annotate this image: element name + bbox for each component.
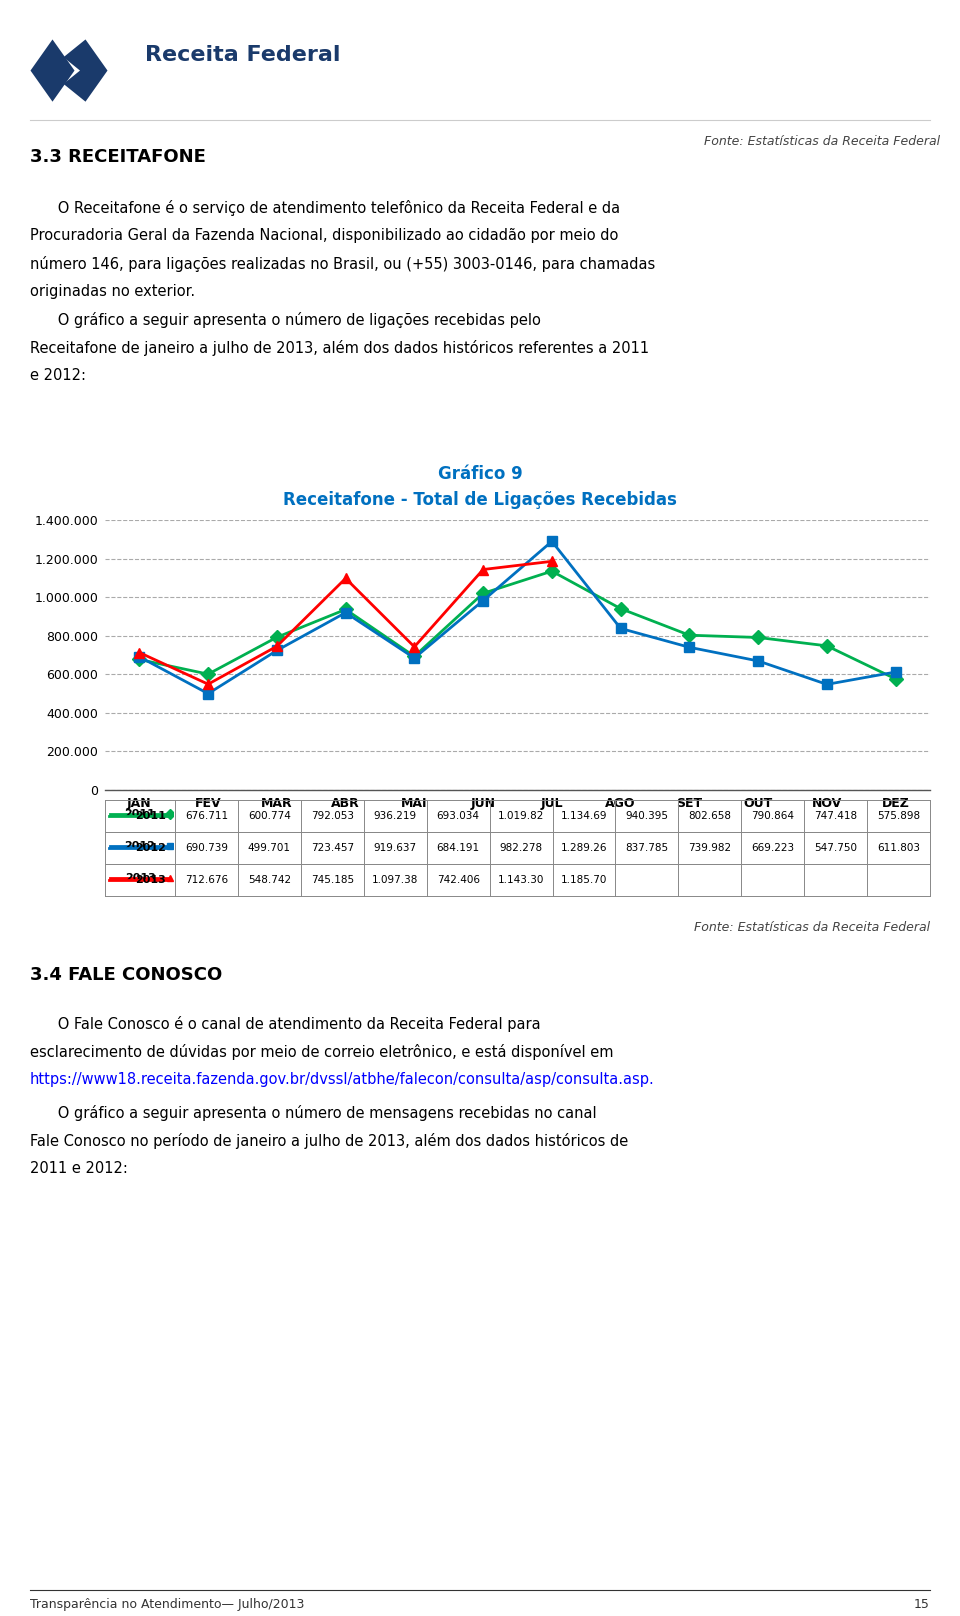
Text: 684.191: 684.191 bbox=[437, 844, 480, 853]
Text: 1.143.30: 1.143.30 bbox=[498, 874, 544, 886]
Text: 742.406: 742.406 bbox=[437, 874, 480, 886]
Text: 792.053: 792.053 bbox=[311, 811, 354, 821]
Polygon shape bbox=[63, 39, 108, 102]
Text: 802.658: 802.658 bbox=[688, 811, 732, 821]
Text: 2011 e 2012:: 2011 e 2012: bbox=[30, 1160, 128, 1176]
Text: O Receitafone é o serviço de atendimento telefônico da Receita Federal e da: O Receitafone é o serviço de atendimento… bbox=[30, 200, 620, 217]
Text: e 2012:: e 2012: bbox=[30, 368, 86, 383]
Text: 745.185: 745.185 bbox=[311, 874, 354, 886]
Text: Receitafone de janeiro a julho de 2013, além dos dados históricos referentes a 2: Receitafone de janeiro a julho de 2013, … bbox=[30, 339, 649, 356]
Text: 693.034: 693.034 bbox=[437, 811, 480, 821]
Text: 2013: 2013 bbox=[135, 874, 166, 886]
Text: 2011: 2011 bbox=[125, 810, 156, 819]
Text: Gráfico 9: Gráfico 9 bbox=[438, 465, 522, 483]
Text: 2011: 2011 bbox=[135, 811, 166, 821]
Text: O Fale Conosco é o canal de atendimento da Receita Federal para: O Fale Conosco é o canal de atendimento … bbox=[30, 1016, 540, 1033]
Text: 1.134.69: 1.134.69 bbox=[561, 811, 608, 821]
Text: 936.219: 936.219 bbox=[373, 811, 417, 821]
Text: Receita Federal: Receita Federal bbox=[145, 45, 341, 65]
Text: 837.785: 837.785 bbox=[625, 844, 668, 853]
Text: 940.395: 940.395 bbox=[625, 811, 668, 821]
Text: 15: 15 bbox=[914, 1598, 930, 1611]
Text: Fonte: Estatísticas da Receita Federal: Fonte: Estatísticas da Receita Federal bbox=[694, 921, 930, 934]
Text: 1.185.70: 1.185.70 bbox=[561, 874, 607, 886]
Text: 2012: 2012 bbox=[125, 842, 156, 852]
Polygon shape bbox=[31, 39, 75, 102]
Text: 2013: 2013 bbox=[125, 873, 156, 884]
Text: número 146, para ligações realizadas no Brasil, ou (+55) 3003-0146, para chamada: número 146, para ligações realizadas no … bbox=[30, 255, 656, 271]
Text: 669.223: 669.223 bbox=[751, 844, 794, 853]
Text: Procuradoria Geral da Fazenda Nacional, disponibilizado ao cidadão por meio do: Procuradoria Geral da Fazenda Nacional, … bbox=[30, 228, 618, 242]
Text: Receitafone - Total de Ligações Recebidas: Receitafone - Total de Ligações Recebida… bbox=[283, 491, 677, 509]
Text: 739.982: 739.982 bbox=[688, 844, 732, 853]
Text: Fale Conosco no período de janeiro a julho de 2013, além dos dados históricos de: Fale Conosco no período de janeiro a jul… bbox=[30, 1133, 628, 1149]
Text: 919.637: 919.637 bbox=[373, 844, 417, 853]
Text: https://www18.receita.fazenda.gov.br/dvssl/atbhe/falecon/consulta/asp/consulta.a: https://www18.receita.fazenda.gov.br/dvs… bbox=[30, 1071, 655, 1088]
Text: O gráfico a seguir apresenta o número de mensagens recebidas no canal: O gráfico a seguir apresenta o número de… bbox=[30, 1105, 596, 1122]
Text: 1.289.26: 1.289.26 bbox=[561, 844, 608, 853]
Text: 982.278: 982.278 bbox=[499, 844, 542, 853]
Text: 547.750: 547.750 bbox=[814, 844, 857, 853]
Text: 3.3 RECEITAFONE: 3.3 RECEITAFONE bbox=[30, 149, 205, 166]
Text: 676.711: 676.711 bbox=[185, 811, 228, 821]
Text: originadas no exterior.: originadas no exterior. bbox=[30, 284, 195, 299]
Text: 600.774: 600.774 bbox=[248, 811, 291, 821]
Text: 723.457: 723.457 bbox=[311, 844, 354, 853]
Text: esclarecimento de dúvidas por meio de correio eletrônico, e está disponível em: esclarecimento de dúvidas por meio de co… bbox=[30, 1044, 613, 1060]
Text: 747.418: 747.418 bbox=[814, 811, 857, 821]
Text: O gráfico a seguir apresenta o número de ligações recebidas pelo: O gráfico a seguir apresenta o número de… bbox=[30, 312, 540, 328]
Text: Fonte: Estatísticas da Receita Federal: Fonte: Estatísticas da Receita Federal bbox=[704, 136, 940, 149]
Text: 690.739: 690.739 bbox=[185, 844, 228, 853]
Text: Transparência no Atendimento— Julho/2013: Transparência no Atendimento— Julho/2013 bbox=[30, 1598, 304, 1611]
Text: 499.701: 499.701 bbox=[248, 844, 291, 853]
Text: 548.742: 548.742 bbox=[248, 874, 291, 886]
Text: 712.676: 712.676 bbox=[185, 874, 228, 886]
Text: 1.019.82: 1.019.82 bbox=[498, 811, 544, 821]
Text: 1.097.38: 1.097.38 bbox=[372, 874, 419, 886]
Text: 3.4 FALE CONOSCO: 3.4 FALE CONOSCO bbox=[30, 966, 223, 984]
Text: 611.803: 611.803 bbox=[877, 844, 920, 853]
Text: 2012: 2012 bbox=[135, 844, 166, 853]
Text: 790.864: 790.864 bbox=[752, 811, 794, 821]
Text: 575.898: 575.898 bbox=[877, 811, 920, 821]
